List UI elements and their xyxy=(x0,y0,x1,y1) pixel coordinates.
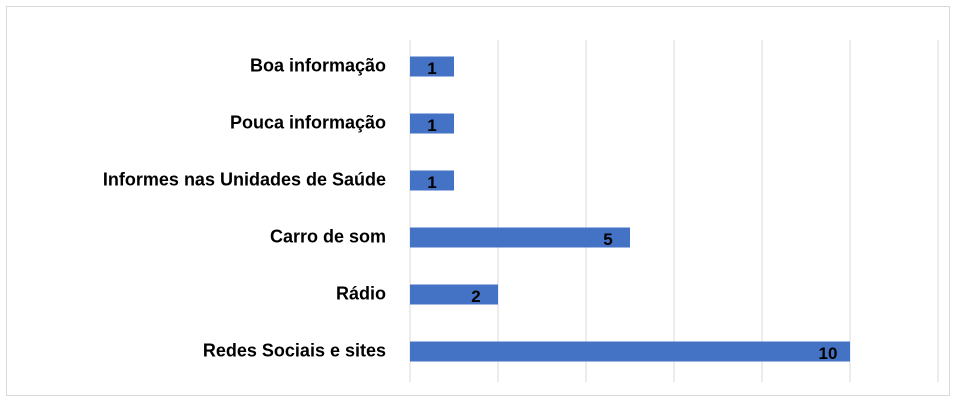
bar xyxy=(410,170,454,191)
bar xyxy=(410,341,850,362)
chart-frame xyxy=(6,6,950,396)
value-label: 10 xyxy=(819,344,838,363)
value-label: 5 xyxy=(603,230,612,249)
bar xyxy=(410,113,454,134)
y-tick-label: Redes Sociais e sites xyxy=(203,340,386,360)
y-tick-label: Informes nas Unidades de Saúde xyxy=(103,169,386,189)
bar xyxy=(410,56,454,77)
value-label: 1 xyxy=(427,116,436,135)
bar xyxy=(410,284,498,305)
value-label: 1 xyxy=(427,59,436,78)
value-label: 2 xyxy=(471,287,480,306)
y-tick-label: Carro de som xyxy=(270,226,386,246)
y-tick-label: Rádio xyxy=(336,283,386,303)
value-label: 1 xyxy=(427,173,436,192)
y-tick-label: Pouca informação xyxy=(230,112,386,132)
bar xyxy=(410,227,630,248)
y-tick-label: Boa informação xyxy=(250,55,386,75)
